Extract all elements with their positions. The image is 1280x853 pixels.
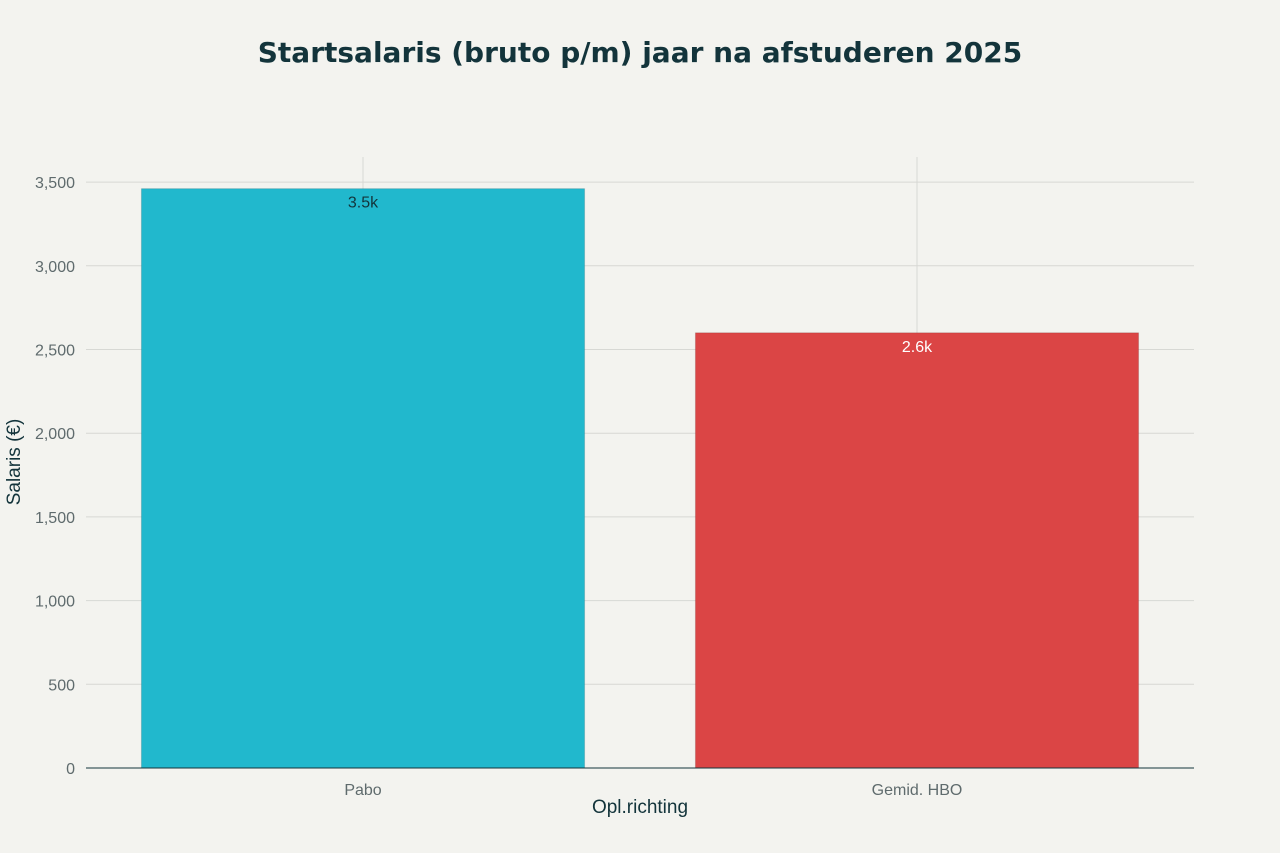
data-label: 3.5k <box>348 195 379 212</box>
chart-title: Startsalaris (bruto p/m) jaar na afstude… <box>258 36 1022 69</box>
y-tick-label: 0 <box>66 761 75 778</box>
bar <box>694 332 1140 769</box>
bars <box>140 188 1140 769</box>
x-tick-label: Pabo <box>344 782 381 799</box>
bar <box>140 188 586 769</box>
y-axis-title: Salaris (€) <box>4 419 25 506</box>
y-tick-label: 500 <box>48 677 75 694</box>
y-tick-label: 2,500 <box>35 343 75 360</box>
y-tick-label: 2,000 <box>35 426 75 443</box>
y-tick-label: 1,500 <box>35 510 75 527</box>
y-tick-label: 3,000 <box>35 259 75 276</box>
data-label: 2.6k <box>902 339 933 356</box>
labels: 0 500 1,000 1,500 2,000 2,500 3,000 3,500 3.5k Pa… <box>35 175 962 799</box>
x-tick-label: Gemid. HBO <box>872 782 963 799</box>
y-tick-label: 3,500 <box>35 175 75 192</box>
x-axis-title: Opl.richting <box>592 797 688 818</box>
y-tick-label: 1,000 <box>35 594 75 611</box>
